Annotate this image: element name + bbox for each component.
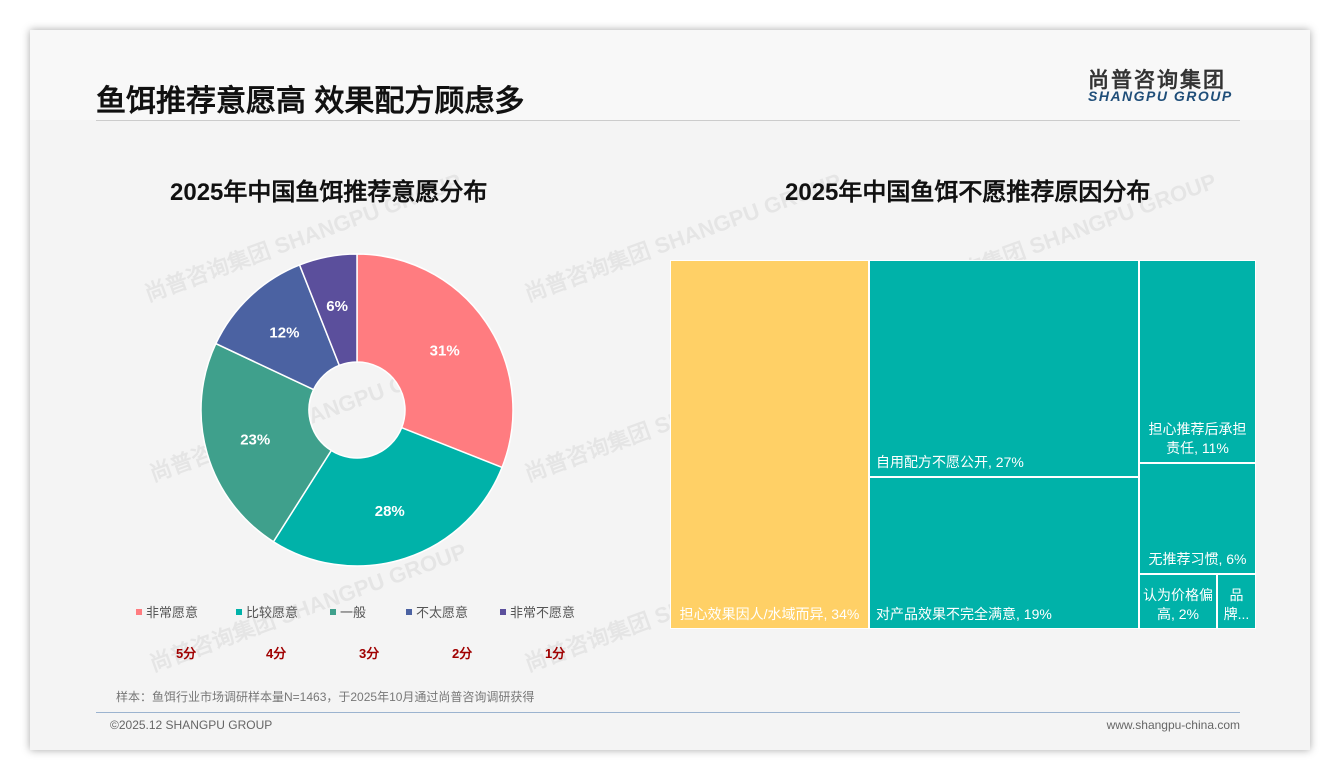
- pie-data-label: 23%: [240, 432, 270, 449]
- legend-swatch: [136, 608, 142, 615]
- score-label: 3分: [359, 646, 380, 661]
- legend-swatch: [500, 608, 506, 615]
- pie-data-label: 31%: [430, 342, 460, 359]
- slide: 鱼饵推荐意愿高 效果配方顾虑多 尚普咨询集团 SHANGPU GROUP 尚普咨…: [30, 30, 1310, 750]
- legend-label: 一般: [340, 605, 367, 620]
- divider: [96, 120, 1240, 121]
- treemap-label: 担心推荐后承担责任, 11%: [1148, 421, 1247, 456]
- treemap-label: 认为价格偏高, 2%: [1143, 587, 1213, 622]
- treemap-cell: 认为价格偏高, 2%: [1139, 574, 1217, 629]
- copyright: ©2025.12 SHANGPU GROUP: [110, 718, 273, 732]
- treemap-label: 对产品效果不完全满意, 19%: [876, 606, 1052, 622]
- legend-label: 非常不愿意: [510, 605, 576, 620]
- pie-data-label: 12%: [269, 325, 299, 342]
- legend-label: 非常愿意: [146, 605, 199, 620]
- legend-swatch: [406, 608, 412, 615]
- donut-chart: 31% 28% 23% 12% 6%: [200, 253, 514, 567]
- legend-label: 比较愿意: [246, 605, 299, 620]
- treemap-cell: 担心效果因人/水域而异, 34%: [670, 260, 869, 629]
- logo-en: SHANGPU GROUP: [1088, 88, 1233, 104]
- pie-data-label: 6%: [326, 298, 348, 315]
- pie-slice-3: [214, 263, 341, 391]
- treemap-label: 无推荐习惯, 6%: [1148, 551, 1247, 567]
- pie-slice-4: [298, 253, 358, 367]
- logo-cn: 尚普咨询集团: [1088, 69, 1226, 92]
- treemap-cell: 对产品效果不完全满意, 19%: [869, 477, 1139, 629]
- treemap-cell: 自用配方不愿公开, 27%: [869, 260, 1139, 477]
- score-label: 5分: [176, 646, 197, 661]
- website: www.shangpu-china.com: [1106, 718, 1240, 732]
- pie-title: 2025年中国鱼饵推荐意愿分布: [170, 179, 488, 206]
- treemap-cell: 担心推荐后承担责任, 11%: [1139, 260, 1256, 463]
- header: [30, 30, 1310, 120]
- treemap-title: 2025年中国鱼饵不愿推荐原因分布: [785, 179, 1151, 206]
- treemap-cell: 品牌...: [1217, 574, 1256, 629]
- legend-item: 不太愿意: [406, 602, 468, 621]
- legend-swatch: [330, 608, 336, 615]
- treemap-label: 自用配方不愿公开, 27%: [876, 454, 1024, 470]
- legend-swatch: [236, 608, 242, 615]
- pie-slice-2: [200, 342, 333, 543]
- pie-slice-0: [356, 253, 514, 469]
- treemap-label: 品牌...: [1223, 587, 1250, 622]
- score-label: 1分: [545, 646, 566, 661]
- legend-label: 不太愿意: [416, 605, 469, 620]
- score-label: 2分: [452, 646, 473, 661]
- page-title: 鱼饵推荐意愿高 效果配方顾虑多: [96, 85, 525, 118]
- treemap-label: 担心效果因人/水域而异, 34%: [679, 606, 860, 622]
- sample-note: 样本：鱼饵行业市场调研样本量N=1463，于2025年10月通过尚普咨询调研获得: [116, 690, 535, 704]
- legend-item: 一般: [330, 602, 366, 621]
- legend-item: 比较愿意: [236, 602, 298, 621]
- footer-divider: [96, 712, 1240, 713]
- legend-item: 非常不愿意: [500, 602, 575, 621]
- legend-item: 非常愿意: [136, 602, 198, 621]
- score-label: 4分: [266, 646, 287, 661]
- pie-data-label: 28%: [375, 503, 405, 520]
- pie-slice-1: [272, 426, 504, 567]
- treemap-cell: 无推荐习惯, 6%: [1139, 463, 1256, 574]
